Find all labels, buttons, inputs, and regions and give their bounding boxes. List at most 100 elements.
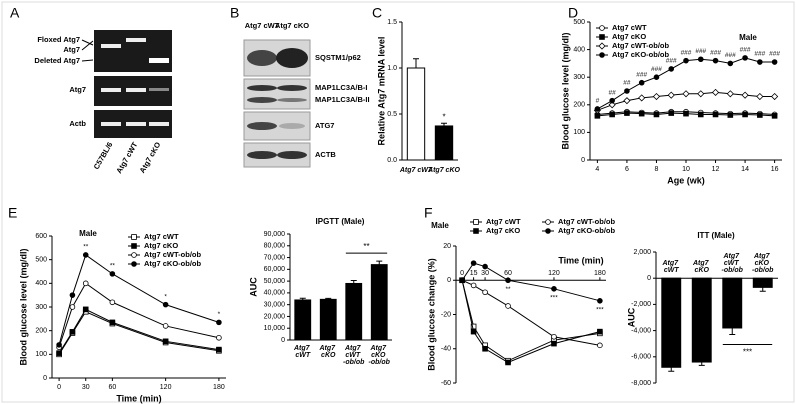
panel-label: C <box>372 5 382 21</box>
marker <box>69 329 76 335</box>
x-tick-label: 60 <box>108 384 116 391</box>
y-tick-label: 20,000 <box>264 313 286 320</box>
error-bar <box>729 327 736 336</box>
x-axis-label: Time (min) <box>116 393 161 403</box>
legend-label: Atg7 cKO-ob/ob <box>612 50 669 59</box>
y-tick-label: 400 <box>573 46 585 53</box>
chart-title: Male <box>431 221 449 230</box>
x-tick-label: 16 <box>771 166 779 173</box>
y-tick-label: -60 <box>441 380 451 387</box>
series-line <box>58 282 220 348</box>
y-tick-label: -4,000 <box>631 327 651 334</box>
significance: # <box>596 98 600 105</box>
marker <box>162 323 169 329</box>
marker <box>56 342 62 348</box>
marker <box>697 56 704 63</box>
label-line: Atg7 <box>723 253 742 260</box>
series-line <box>58 254 220 345</box>
legend-label: Atg7 cWT <box>144 232 179 241</box>
marker <box>505 303 511 309</box>
band-label: Deleted Atg7 <box>34 56 80 65</box>
bar <box>294 299 312 341</box>
x-tick-label: 10 <box>682 166 690 173</box>
y-tick-label: 0 <box>43 375 47 382</box>
blot-band <box>277 151 307 159</box>
marker <box>712 57 719 64</box>
significance: ## <box>609 89 617 96</box>
marker <box>162 338 169 345</box>
marker <box>771 113 778 119</box>
y-tick-label: 100 <box>573 129 585 136</box>
chart-title: Male <box>79 229 97 238</box>
legend-label: Atg7 cWT <box>486 217 521 226</box>
blot-band <box>279 123 305 129</box>
gel-band <box>101 88 121 92</box>
x-tick-label: 30 <box>82 384 90 391</box>
marker <box>609 111 615 118</box>
row-label: Atg7 <box>69 85 86 94</box>
marker <box>599 25 605 31</box>
x-tick-label: 0 <box>57 384 61 391</box>
marker <box>109 319 116 326</box>
band-label: Atg7 <box>63 45 80 54</box>
marker <box>216 346 222 353</box>
marker <box>697 111 704 118</box>
y-axis-label: Blood glucose level (mg/dl) <box>18 248 28 365</box>
label-line: Atg7 <box>344 345 363 352</box>
x-tick-label: Atg7 cWT <box>399 167 433 174</box>
pointer <box>81 39 94 46</box>
x-tick-label: 180 <box>213 384 225 391</box>
significance: * <box>218 311 221 318</box>
label-line: cKO <box>371 352 387 359</box>
label-line: cWT <box>345 352 362 359</box>
significance: ### <box>710 49 721 56</box>
marker <box>726 90 734 98</box>
blot: Atg7 cWT Atg7 cKO SQSTM1/p62 MAP1LC3A/B-… <box>243 21 370 168</box>
gel-band <box>126 122 146 126</box>
x-tick-label: 0 <box>460 270 464 277</box>
gel-band <box>101 122 121 126</box>
bar <box>661 277 682 368</box>
marker <box>608 101 616 109</box>
series-line <box>461 280 601 364</box>
marker <box>56 350 62 356</box>
significance: ## <box>623 80 631 87</box>
gel-band <box>149 88 169 91</box>
y-tick-label: 10,000 <box>264 325 286 332</box>
y-axis-label: Blood glucose level (mg/dl) <box>560 32 570 149</box>
significance: ### <box>666 58 677 65</box>
x-tick-label: Atg7 cKO <box>692 260 711 274</box>
significance: ** <box>506 286 512 293</box>
marker <box>638 94 646 102</box>
marker <box>609 97 615 104</box>
marker <box>727 60 734 67</box>
marker <box>623 97 631 105</box>
marker <box>727 112 734 118</box>
y-tick-label: -8,000 <box>631 380 651 387</box>
significance: *** <box>596 307 604 314</box>
lane-label: Atg7 cKO <box>275 21 309 30</box>
marker <box>668 66 675 72</box>
blot-band <box>277 98 307 102</box>
marker <box>131 243 137 249</box>
panel-label: D <box>568 5 578 21</box>
marker <box>545 228 551 234</box>
error-bar <box>698 362 705 366</box>
marker <box>652 92 661 101</box>
bar <box>370 264 388 341</box>
x-tick-label: 14 <box>741 166 749 173</box>
y-tick-label: -20 <box>441 311 451 318</box>
bar <box>319 298 337 341</box>
significance: ** <box>363 242 369 251</box>
marker <box>482 289 488 296</box>
y-tick-label: 1.0 <box>387 65 397 72</box>
marker <box>216 334 222 341</box>
significance: ** <box>110 263 116 270</box>
label-line: Atg7 <box>692 260 711 267</box>
row-label: MAP1LC3A/B-II <box>315 95 370 104</box>
marker <box>697 90 705 98</box>
label-line: -ob/ob <box>343 359 365 366</box>
